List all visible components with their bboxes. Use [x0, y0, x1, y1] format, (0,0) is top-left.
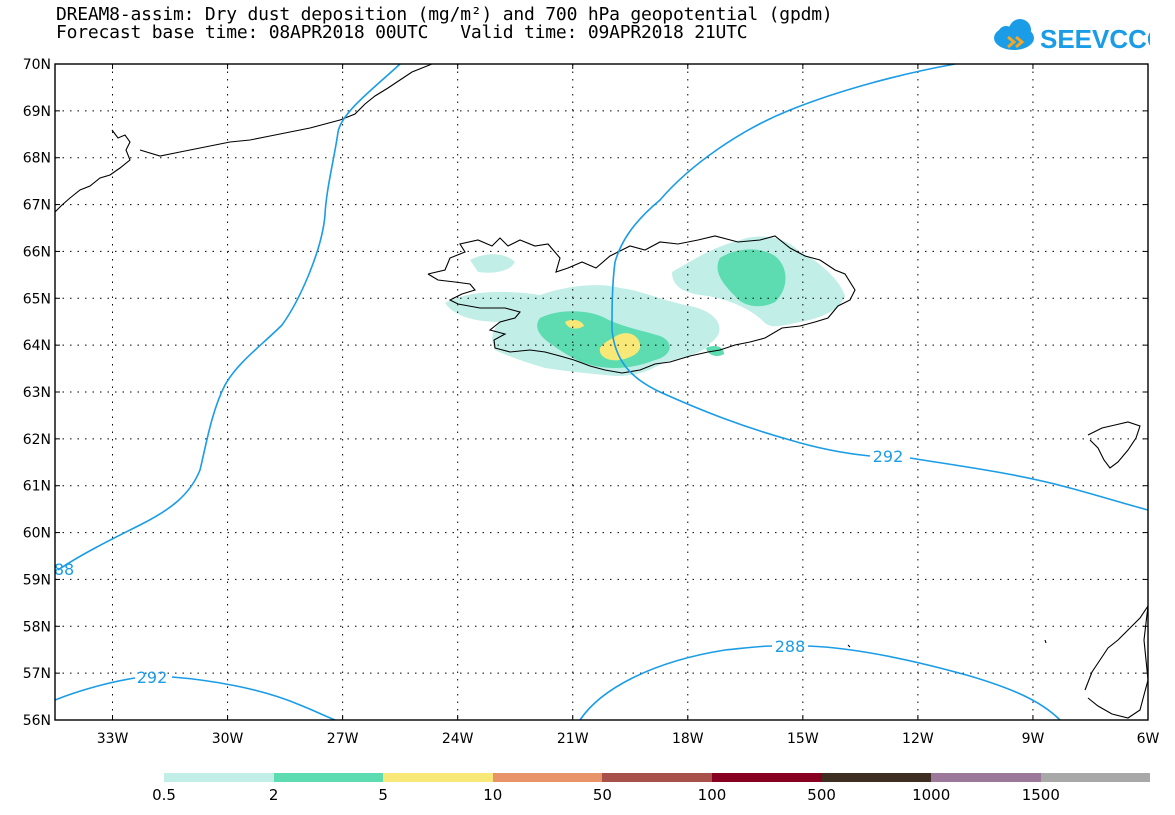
contour-label-88: 88 [54, 560, 74, 579]
lat-label: 68N [23, 151, 51, 167]
map-subtitle: Forecast base time: 08APR2018 00UTC Vali… [56, 22, 748, 43]
lon-label: 12W [902, 731, 934, 747]
lon-label: 24W [442, 731, 474, 747]
lat-label: 65N [23, 291, 51, 307]
lat-label: 69N [23, 104, 51, 120]
lon-label: 33W [97, 731, 129, 747]
faroe-coastline [1087, 421, 1141, 469]
cloud-icon [994, 19, 1034, 50]
lon-label: 15W [787, 731, 819, 747]
contour-line [57, 63, 401, 571]
lat-label: 66N [23, 244, 51, 260]
lat-label: 57N [23, 666, 51, 682]
greenland-coastline [54, 129, 131, 213]
lon-label: 18W [672, 731, 704, 747]
legend-label: 100 [697, 786, 727, 804]
legend-label: 0.5 [152, 786, 176, 804]
legend-label: 2 [268, 786, 279, 804]
lon-label: 27W [327, 731, 359, 747]
lat-label: 56N [23, 713, 51, 729]
seevccc-logo: SEEVCCC [994, 19, 1150, 54]
contour-line [54, 676, 336, 721]
scotland-coastline [1084, 605, 1149, 719]
islet-coastline [847, 639, 1047, 648]
map-title: DREAM8-assim: Dry dust deposition (mg/m²… [56, 4, 833, 25]
legend-label: 1000 [912, 786, 951, 804]
contour-line [611, 63, 956, 457]
lon-label: 9W [1022, 731, 1045, 747]
legend-swatch [602, 773, 712, 782]
lat-label: 59N [23, 572, 51, 588]
lat-label: 63N [23, 385, 51, 401]
legend-label: 10 [483, 786, 503, 804]
dust-area-high [565, 319, 584, 329]
contour-line [579, 645, 1061, 721]
lat-label: 67N [23, 198, 51, 214]
lat-label: 64N [23, 338, 51, 354]
lat-label: 61N [23, 479, 51, 495]
legend-swatch [821, 773, 932, 782]
dust-area-high [599, 333, 641, 361]
legend-label: 500 [807, 786, 836, 804]
legend-swatch [164, 773, 274, 782]
contour-label-288: 288 [775, 637, 806, 656]
lat-label: 70N [23, 57, 51, 73]
legend-swatch [1040, 773, 1151, 782]
lon-label: 21W [557, 731, 589, 747]
greenland-coastline [139, 63, 433, 157]
lon-label: 30W [212, 731, 244, 747]
dust-area-low [470, 254, 515, 273]
legend-label: 1500 [1021, 786, 1060, 804]
legend-swatch [383, 773, 493, 782]
logo-text: SEEVCCC [1040, 24, 1150, 54]
contour-label-292: 292 [137, 668, 168, 687]
legend-swatch [273, 773, 384, 782]
legend-swatch [931, 773, 1041, 782]
lon-label: 6W [1137, 731, 1160, 747]
contour-line [909, 457, 1149, 511]
dust-area-mid [717, 249, 786, 307]
lat-label: 62N [23, 432, 51, 448]
legend-swatch [711, 773, 822, 782]
map-frame [54, 63, 1149, 721]
lat-label: 58N [23, 619, 51, 635]
legend-swatch [492, 773, 603, 782]
iceland-coastline [427, 235, 856, 374]
legend-label: 5 [378, 786, 388, 804]
lat-label: 60N [23, 526, 51, 542]
contour-label-292: 292 [873, 447, 904, 466]
legend-label: 50 [592, 786, 612, 804]
color-legend [164, 773, 1151, 782]
